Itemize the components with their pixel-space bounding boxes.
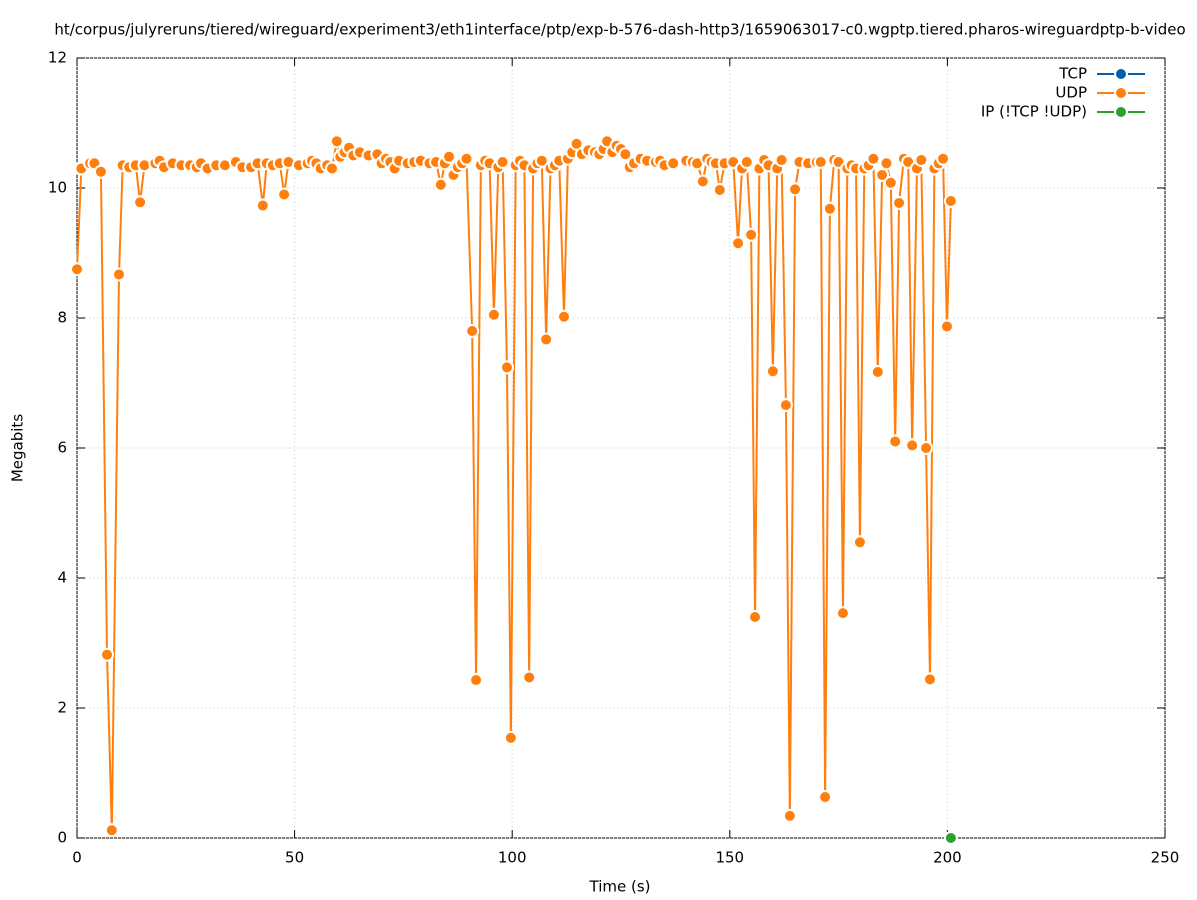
legend-label: TCP — [1058, 65, 1087, 83]
data-point — [892, 195, 907, 210]
data-point — [465, 324, 480, 338]
y-axis-label: Megabits — [9, 414, 27, 482]
data-point — [695, 174, 710, 189]
x-tick-label: 100 — [498, 849, 527, 867]
data-point — [329, 134, 344, 149]
x-tick-label: 250 — [1151, 849, 1180, 867]
data-point — [774, 153, 789, 168]
data-point — [905, 438, 920, 453]
data-point — [870, 364, 885, 379]
data-point — [712, 182, 727, 197]
data-point — [133, 195, 148, 210]
data-point — [919, 441, 934, 455]
data-point — [765, 364, 780, 379]
data-point — [778, 398, 793, 413]
data-point — [936, 151, 951, 166]
legend-label: IP (!TCP !UDP) — [981, 103, 1087, 121]
y-tick-label: 0 — [57, 829, 67, 847]
data-point — [93, 164, 108, 179]
data-point — [739, 155, 754, 169]
x-tick-label: 50 — [285, 849, 304, 867]
data-point — [469, 673, 484, 688]
data-point — [503, 730, 518, 745]
series-line — [76, 138, 952, 831]
legend-swatch — [1114, 67, 1128, 81]
data-point — [813, 155, 828, 169]
data-point — [486, 307, 501, 322]
data-point — [556, 309, 571, 324]
data-point — [922, 672, 937, 687]
legend-swatch — [1114, 86, 1128, 100]
data-point — [818, 790, 833, 805]
data-point — [666, 156, 681, 171]
data-point — [731, 236, 746, 251]
data-point — [852, 535, 867, 550]
data-point — [277, 187, 292, 202]
data-point — [534, 153, 549, 168]
data-point — [255, 198, 270, 213]
data-point — [888, 434, 903, 449]
legend-label: UDP — [1055, 84, 1087, 102]
y-tick-label: 8 — [57, 309, 67, 327]
data-point — [459, 151, 474, 166]
data-point — [539, 332, 554, 347]
y-tick-label: 10 — [48, 179, 67, 197]
data-point — [100, 647, 115, 662]
data-point — [914, 153, 929, 168]
data-point — [495, 155, 510, 169]
data-point — [618, 147, 633, 162]
x-tick-label: 200 — [933, 849, 962, 867]
data-point — [943, 194, 958, 208]
data-point — [866, 151, 881, 166]
y-tick-label: 4 — [57, 569, 67, 587]
data-point — [943, 831, 958, 845]
data-point — [325, 161, 340, 176]
data-point — [104, 823, 119, 838]
data-point — [788, 182, 803, 197]
data-point — [939, 319, 954, 334]
data-point — [522, 670, 537, 685]
x-axis-label: Time (s) — [589, 878, 651, 896]
y-tick-label: 12 — [48, 49, 67, 67]
data-point — [782, 808, 797, 823]
data-point — [111, 267, 126, 282]
data-point — [748, 610, 763, 624]
legend-swatch — [1114, 105, 1128, 119]
data-point — [442, 149, 457, 164]
y-tick-label: 2 — [57, 699, 67, 717]
x-tick-label: 150 — [715, 849, 744, 867]
chart-title: ht/corpus/julyreruns/tiered/wireguard/ex… — [54, 21, 1185, 39]
data-point — [875, 168, 890, 182]
data-point — [70, 262, 84, 277]
data-point — [822, 201, 837, 216]
x-tick-label: 0 — [72, 849, 82, 867]
data-point — [744, 227, 759, 242]
data-point — [879, 156, 894, 171]
data-point — [499, 360, 514, 375]
y-tick-label: 6 — [57, 439, 67, 457]
data-point — [433, 177, 448, 192]
data-point — [883, 175, 898, 190]
data-point — [835, 606, 850, 621]
